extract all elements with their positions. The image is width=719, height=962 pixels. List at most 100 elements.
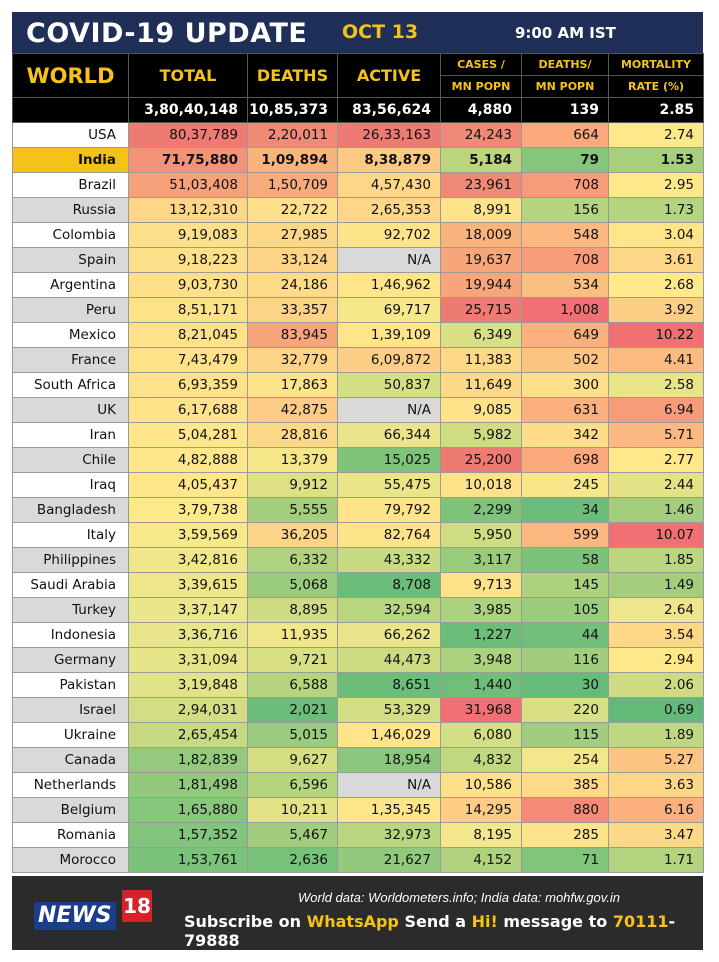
cell-total: 4,05,437 [128, 472, 248, 498]
whatsapp-text: WhatsApp [306, 912, 399, 931]
cell-total: 3,42,816 [128, 547, 248, 573]
cell-active: 92,702 [337, 222, 441, 248]
table-row: Saudi Arabia 3,39,615 5,068 8,708 9,713 145 1.… [12, 572, 704, 598]
country-name: Pakistan [12, 672, 129, 698]
cell-cases-mn: 6,349 [440, 322, 522, 348]
cell-mortality: 1.73 [608, 197, 704, 223]
cell-deaths: 6,332 [247, 547, 338, 573]
cell-total: 80,37,789 [128, 122, 248, 148]
header-row-2: MN POPN MN POPN RATE (%) [13, 75, 704, 98]
table-row: Philippines 3,42,816 6,332 43,332 3,117 58 1.8… [12, 547, 704, 573]
cell-cases-mn: 25,200 [440, 447, 522, 473]
mortality-header-line2: RATE (%) [608, 75, 704, 98]
table-row: Peru 8,51,171 33,357 69,717 25,715 1,008 3.92 [12, 297, 704, 323]
country-name: Peru [12, 297, 129, 323]
cell-total: 6,17,688 [128, 397, 248, 423]
world-cases-mn: 4,880 [440, 97, 522, 123]
country-name: USA [12, 122, 129, 148]
country-name: Indonesia [12, 622, 129, 648]
table-row: Germany 3,31,094 9,721 44,473 3,948 116 2.94 [12, 647, 704, 673]
cell-cases-mn: 3,985 [440, 597, 522, 623]
cell-active: 66,262 [337, 622, 441, 648]
mortality-header-line1: MORTALITY [608, 53, 704, 76]
country-name: Iraq [12, 472, 129, 498]
country-name: Ukraine [12, 722, 129, 748]
cell-active: 2,65,353 [337, 197, 441, 223]
cell-cases-mn: 25,715 [440, 297, 522, 323]
table-row: Iran 5,04,281 28,816 66,344 5,982 342 5.71 [12, 422, 704, 448]
cell-mortality: 3.54 [608, 622, 704, 648]
cell-mortality: 0.69 [608, 697, 704, 723]
data-source-note: World data: Worldometers.info; India dat… [298, 890, 621, 905]
cell-deaths-mn: 631 [521, 397, 609, 423]
cell-deaths-mn: 44 [521, 622, 609, 648]
world-mortality: 2.85 [608, 97, 704, 123]
cell-mortality: 3.63 [608, 772, 704, 798]
country-name: Spain [12, 247, 129, 273]
cell-deaths: 9,721 [247, 647, 338, 673]
cell-cases-mn: 4,152 [440, 847, 522, 873]
cell-deaths: 83,945 [247, 322, 338, 348]
cell-deaths: 33,357 [247, 297, 338, 323]
country-name: Israel [12, 697, 129, 723]
cell-mortality: 2.06 [608, 672, 704, 698]
cell-deaths: 10,211 [247, 797, 338, 823]
cell-mortality: 10.22 [608, 322, 704, 348]
cell-cases-mn: 6,080 [440, 722, 522, 748]
country-name: Philippines [12, 547, 129, 573]
cell-deaths-mn: 880 [521, 797, 609, 823]
cell-mortality: 1.71 [608, 847, 704, 873]
cell-mortality: 2.95 [608, 172, 704, 198]
cell-deaths-mn: 548 [521, 222, 609, 248]
subscribe-text-2: Send a [398, 912, 472, 931]
cell-mortality: 2.64 [608, 597, 704, 623]
cell-deaths: 22,722 [247, 197, 338, 223]
cell-active: 26,33,163 [337, 122, 441, 148]
footer-bar: NEWS 18 World data: Worldometers.info; I… [12, 876, 703, 950]
logo-news-text: NEWS [34, 902, 116, 930]
cell-total: 1,81,498 [128, 772, 248, 798]
cell-cases-mn: 18,009 [440, 222, 522, 248]
logo-18-badge: 18 [122, 890, 152, 922]
table-row: Pakistan 3,19,848 6,588 8,651 1,440 30 2.06 [12, 672, 704, 698]
cell-mortality: 1.89 [608, 722, 704, 748]
cell-deaths-mn: 30 [521, 672, 609, 698]
table-row: India 71,75,880 1,09,894 8,38,879 5,184 79 1.5… [12, 147, 704, 173]
cell-mortality: 3.61 [608, 247, 704, 273]
cell-active: 32,973 [337, 822, 441, 848]
cell-cases-mn: 4,832 [440, 747, 522, 773]
active-header: ACTIVE [337, 53, 441, 98]
table-row: Belgium 1,65,880 10,211 1,35,345 14,295 880 6.… [12, 797, 704, 823]
cell-deaths: 6,596 [247, 772, 338, 798]
world-deaths: 10,85,373 [247, 97, 338, 123]
cell-total: 2,65,454 [128, 722, 248, 748]
cell-deaths-mn: 245 [521, 472, 609, 498]
cell-mortality: 1.46 [608, 497, 704, 523]
cell-deaths-mn: 649 [521, 322, 609, 348]
cell-cases-mn: 9,713 [440, 572, 522, 598]
table-row: Netherlands 1,81,498 6,596 N/A 10,586 385 3.63 [12, 772, 704, 798]
cell-total: 3,79,738 [128, 497, 248, 523]
table-row: Brazil 51,03,408 1,50,709 4,57,430 23,961 708… [12, 172, 704, 198]
cell-deaths-mn: 1,008 [521, 297, 609, 323]
page-title: COVID-19 UPDATE [26, 18, 308, 49]
cell-active: 8,708 [337, 572, 441, 598]
cell-mortality: 3.47 [608, 822, 704, 848]
cell-cases-mn: 3,948 [440, 647, 522, 673]
country-name: Romania [12, 822, 129, 848]
cell-deaths: 1,50,709 [247, 172, 338, 198]
country-name: Argentina [12, 272, 129, 298]
cell-cases-mn: 5,950 [440, 522, 522, 548]
header-bar: COVID-19 UPDATE OCT 13 9:00 AM IST [12, 12, 703, 53]
cell-deaths-mn: 534 [521, 272, 609, 298]
cell-deaths: 2,20,011 [247, 122, 338, 148]
cell-mortality: 5.71 [608, 422, 704, 448]
cell-mortality: 2.77 [608, 447, 704, 473]
country-name: Colombia [12, 222, 129, 248]
cell-cases-mn: 5,184 [440, 147, 522, 173]
cell-deaths: 5,555 [247, 497, 338, 523]
cell-cases-mn: 24,243 [440, 122, 522, 148]
cell-mortality: 3.04 [608, 222, 704, 248]
cell-deaths-mn: 79 [521, 147, 609, 173]
cell-total: 1,57,352 [128, 822, 248, 848]
